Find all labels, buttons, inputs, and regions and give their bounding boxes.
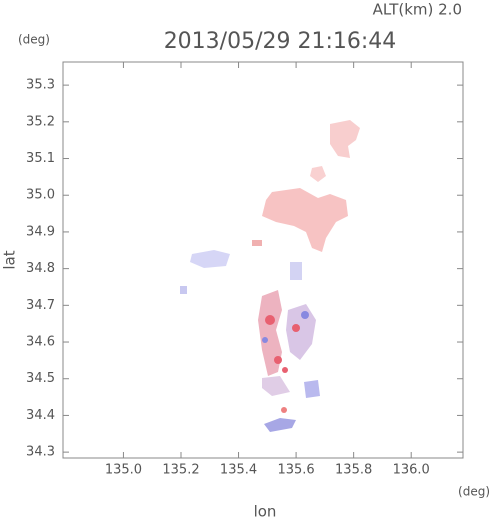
y-tick-label: 34.6	[26, 335, 55, 350]
y-unit: (deg)	[18, 33, 50, 47]
altitude-label: ALT(km) 2.0	[373, 1, 462, 19]
x-tick-label: 135.2	[162, 463, 199, 478]
y-tick-label: 35.1	[26, 151, 55, 166]
y-tick-label: 34.4	[26, 408, 55, 423]
x-tick-label: 135.0	[105, 463, 142, 478]
y-tick-label: 34.7	[26, 298, 55, 313]
y-tick-label: 34.5	[26, 371, 55, 386]
chart-title: 2013/05/29 21:16:44	[164, 29, 397, 54]
y-tick-label: 34.3	[26, 445, 55, 460]
y-tick-label: 35.0	[26, 188, 55, 203]
y-tick-label: 34.9	[26, 224, 55, 239]
x-tick-label: 135.4	[220, 463, 257, 478]
x-tick-label: 135.6	[277, 463, 314, 478]
x-tick-label: 135.8	[335, 463, 372, 478]
y-tick-label: 35.2	[26, 114, 55, 129]
plot-frame	[62, 61, 464, 459]
y-tick-label: 35.3	[26, 78, 55, 93]
x-unit: (deg)	[458, 485, 490, 499]
y-axis-label: lat	[1, 250, 19, 269]
radar-echo	[180, 120, 360, 432]
x-tick-label: 136.0	[393, 463, 430, 478]
y-tick-label: 34.8	[26, 261, 55, 276]
x-axis-label: lon	[254, 503, 277, 521]
